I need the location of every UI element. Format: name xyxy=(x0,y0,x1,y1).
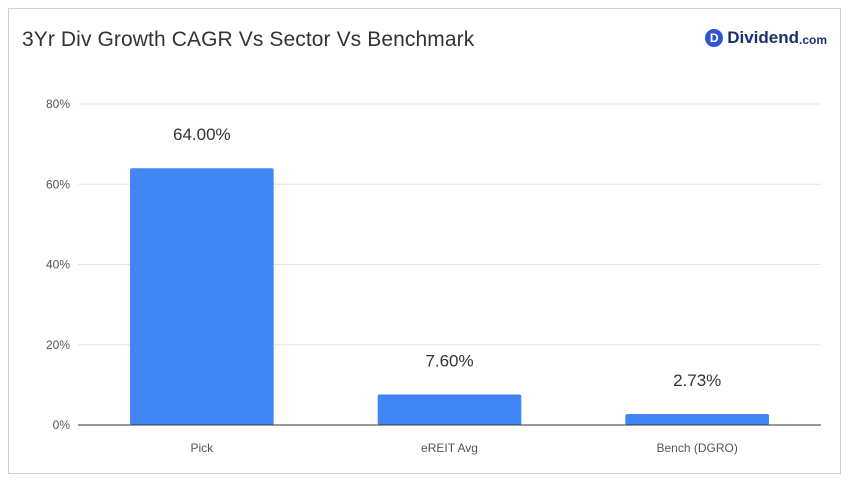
y-tick-label: 20% xyxy=(46,338,70,352)
data-label: 64.00% xyxy=(173,125,231,144)
chart-title: 3Yr Div Growth CAGR Vs Sector Vs Benchma… xyxy=(22,28,475,51)
x-tick-label: Bench (DGRO) xyxy=(656,441,737,455)
bar xyxy=(130,168,274,425)
bar xyxy=(377,394,522,425)
x-tick-label: eREIT Avg xyxy=(421,441,478,455)
bar xyxy=(625,414,769,425)
y-tick-label: 40% xyxy=(46,258,70,272)
y-tick-label: 80% xyxy=(46,97,70,111)
dividend-logo: D Dividend .com xyxy=(705,28,827,48)
data-label: 2.73% xyxy=(673,371,721,390)
data-label: 7.60% xyxy=(425,352,473,371)
dividend-logo-name: Dividend xyxy=(727,28,799,47)
x-tick-label: Pick xyxy=(190,441,214,455)
dividend-logo-suffix: .com xyxy=(798,32,827,47)
y-tick-label: 0% xyxy=(53,418,71,432)
dividend-logo-icon: D xyxy=(705,29,724,47)
y-tick-label: 60% xyxy=(46,177,70,191)
